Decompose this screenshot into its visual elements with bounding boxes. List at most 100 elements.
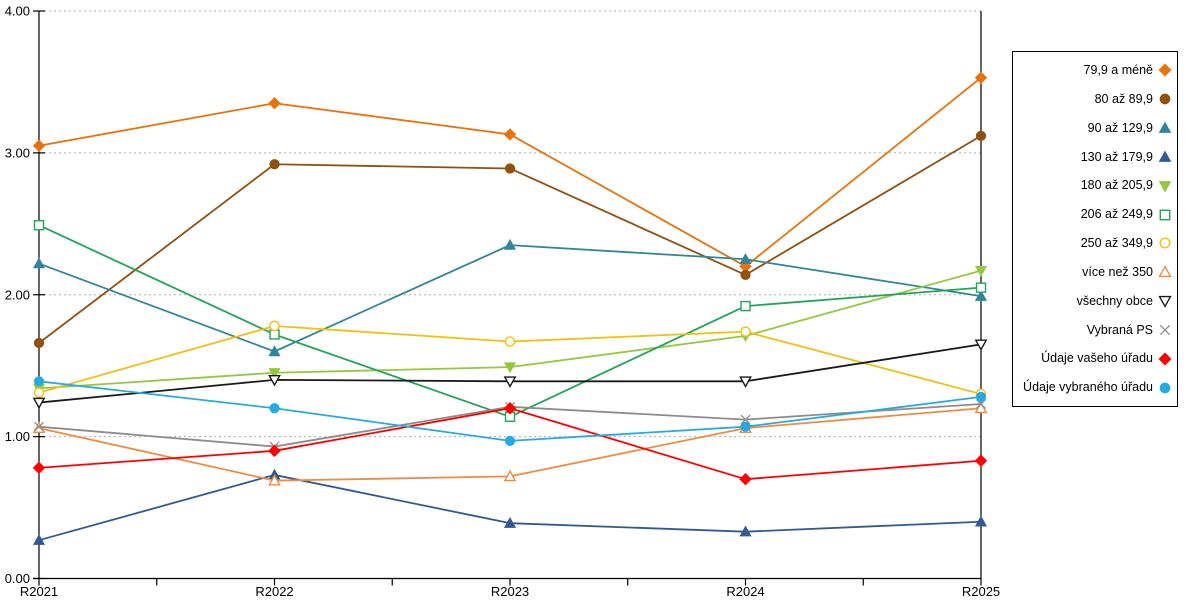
triangle-up-marker xyxy=(32,533,46,545)
square-marker xyxy=(33,220,45,231)
diamond-marker xyxy=(268,97,281,110)
diamond-marker xyxy=(739,472,752,486)
legend-item: 250 až 349,9 xyxy=(1015,229,1172,257)
triangle-up-marker xyxy=(974,401,988,414)
triangle-up-marker xyxy=(503,238,517,250)
circle-marker xyxy=(504,163,516,174)
triangle-up-marker xyxy=(32,257,46,269)
legend-item: 80 až 89,9 xyxy=(1015,85,1172,113)
legend-item-label: Vybraná PS xyxy=(1086,322,1153,337)
triangle-up-marker xyxy=(268,473,281,486)
y-axis-label: 4.00 xyxy=(5,4,30,19)
triangle-up-marker xyxy=(1158,121,1172,133)
diamond-marker xyxy=(974,71,988,84)
diamond-marker xyxy=(1158,352,1172,366)
triangle-up-marker xyxy=(1158,265,1172,278)
circle-marker xyxy=(740,269,751,280)
triangle-down-marker xyxy=(974,339,988,352)
circle-marker xyxy=(1159,237,1171,249)
triangle-up-icon xyxy=(1158,121,1172,133)
legend-item: Údaje vašeho úřadu xyxy=(1015,345,1172,373)
y-axis-label: 1.00 xyxy=(5,429,30,444)
circle-marker xyxy=(33,376,45,387)
circle-marker xyxy=(33,387,45,398)
diamond-marker xyxy=(503,128,517,141)
diamond-marker xyxy=(32,139,46,152)
legend-item-label: 80 až 89,9 xyxy=(1094,91,1153,106)
triangle-up-marker xyxy=(739,525,752,537)
series-4 xyxy=(32,265,988,395)
series-2 xyxy=(32,238,988,357)
triangle-down-marker xyxy=(268,368,281,380)
diamond-marker xyxy=(32,461,46,475)
circle-marker xyxy=(740,326,751,337)
legend-item-label: 90 až 129,9 xyxy=(1087,120,1153,135)
triangle-down-marker xyxy=(32,397,46,410)
triangle-up-marker xyxy=(974,515,988,527)
legend-item-label: 250 až 349,9 xyxy=(1080,236,1153,251)
y-axis-label: 3.00 xyxy=(5,145,30,160)
triangle-down-marker xyxy=(268,374,281,387)
triangle-up-marker xyxy=(268,345,281,357)
circle-marker xyxy=(975,391,987,402)
square-marker xyxy=(1159,209,1171,220)
triangle-up-marker xyxy=(1158,150,1172,162)
triangle-up-icon xyxy=(1158,150,1172,162)
diamond-marker xyxy=(974,454,988,467)
square-icon xyxy=(1159,209,1171,220)
chart-legend: 79,9 a méně 80 až 89,9 90 až 129,9 130 až 1… xyxy=(1012,51,1178,407)
legend-item: 180 až 205,9 xyxy=(1015,172,1172,200)
axes: 0.00 1.00 2.00 3.00 4.00 R2021 R2022 R2023 R2024… xyxy=(5,4,1000,600)
diamond-marker xyxy=(1158,63,1172,77)
square-marker xyxy=(269,329,280,340)
series-1 xyxy=(33,130,987,349)
circle-icon xyxy=(1159,237,1171,249)
legend-item: více než 350 xyxy=(1015,258,1172,286)
diamond-icon xyxy=(1158,352,1172,366)
circle-marker xyxy=(269,320,280,332)
diamond-marker xyxy=(268,444,281,458)
x-marker xyxy=(34,421,44,432)
diamond-icon xyxy=(1158,63,1172,77)
circle-icon xyxy=(1159,93,1171,105)
x-icon xyxy=(1159,324,1171,336)
legend-item: všechny obce xyxy=(1015,287,1172,315)
square-marker xyxy=(740,300,751,312)
legend-item: 79,9 a méně xyxy=(1015,56,1172,84)
triangle-down-marker xyxy=(739,376,752,388)
circle-marker xyxy=(269,159,280,170)
circle-marker xyxy=(33,337,45,349)
triangle-up-marker xyxy=(739,253,752,264)
triangle-down-marker xyxy=(1158,180,1172,193)
y-axis-label: 2.00 xyxy=(5,287,30,302)
legend-item-label: 130 až 179,9 xyxy=(1080,149,1153,164)
series-line xyxy=(38,224,982,418)
triangle-down-marker xyxy=(974,265,988,277)
diamond-marker xyxy=(503,402,517,415)
legend-item-label: 206 až 249,9 xyxy=(1080,207,1153,222)
triangle-up-icon xyxy=(1158,265,1172,278)
triangle-up-marker xyxy=(503,469,517,482)
legend-item: 90 až 129,9 xyxy=(1015,114,1172,142)
legend-item-label: Údaje vašeho úřadu xyxy=(1041,351,1153,366)
square-marker xyxy=(975,282,987,293)
circle-icon xyxy=(1159,382,1171,393)
legend-item: 206 až 249,9 xyxy=(1015,201,1172,229)
x-axis-label: R2023 xyxy=(491,584,529,599)
triangle-up-marker xyxy=(503,516,517,528)
legend-item: Údaje vybraného úřadu xyxy=(1015,374,1172,402)
triangle-up-marker xyxy=(974,289,988,301)
legend-item-label: 79,9 a méně xyxy=(1083,63,1154,78)
circle-marker xyxy=(504,435,516,446)
triangle-down-marker xyxy=(1158,295,1172,308)
circle-marker xyxy=(740,421,751,432)
x-marker xyxy=(1159,324,1171,336)
legend-item-label: všechny obce xyxy=(1076,293,1153,308)
series-3 xyxy=(32,468,988,545)
legend-item-label: 180 až 205,9 xyxy=(1080,178,1153,193)
x-axis-label: R2021 xyxy=(20,584,58,599)
legend-item: Vybraná PS xyxy=(1015,316,1172,344)
series-8 xyxy=(32,339,988,410)
circle-marker xyxy=(504,336,516,347)
